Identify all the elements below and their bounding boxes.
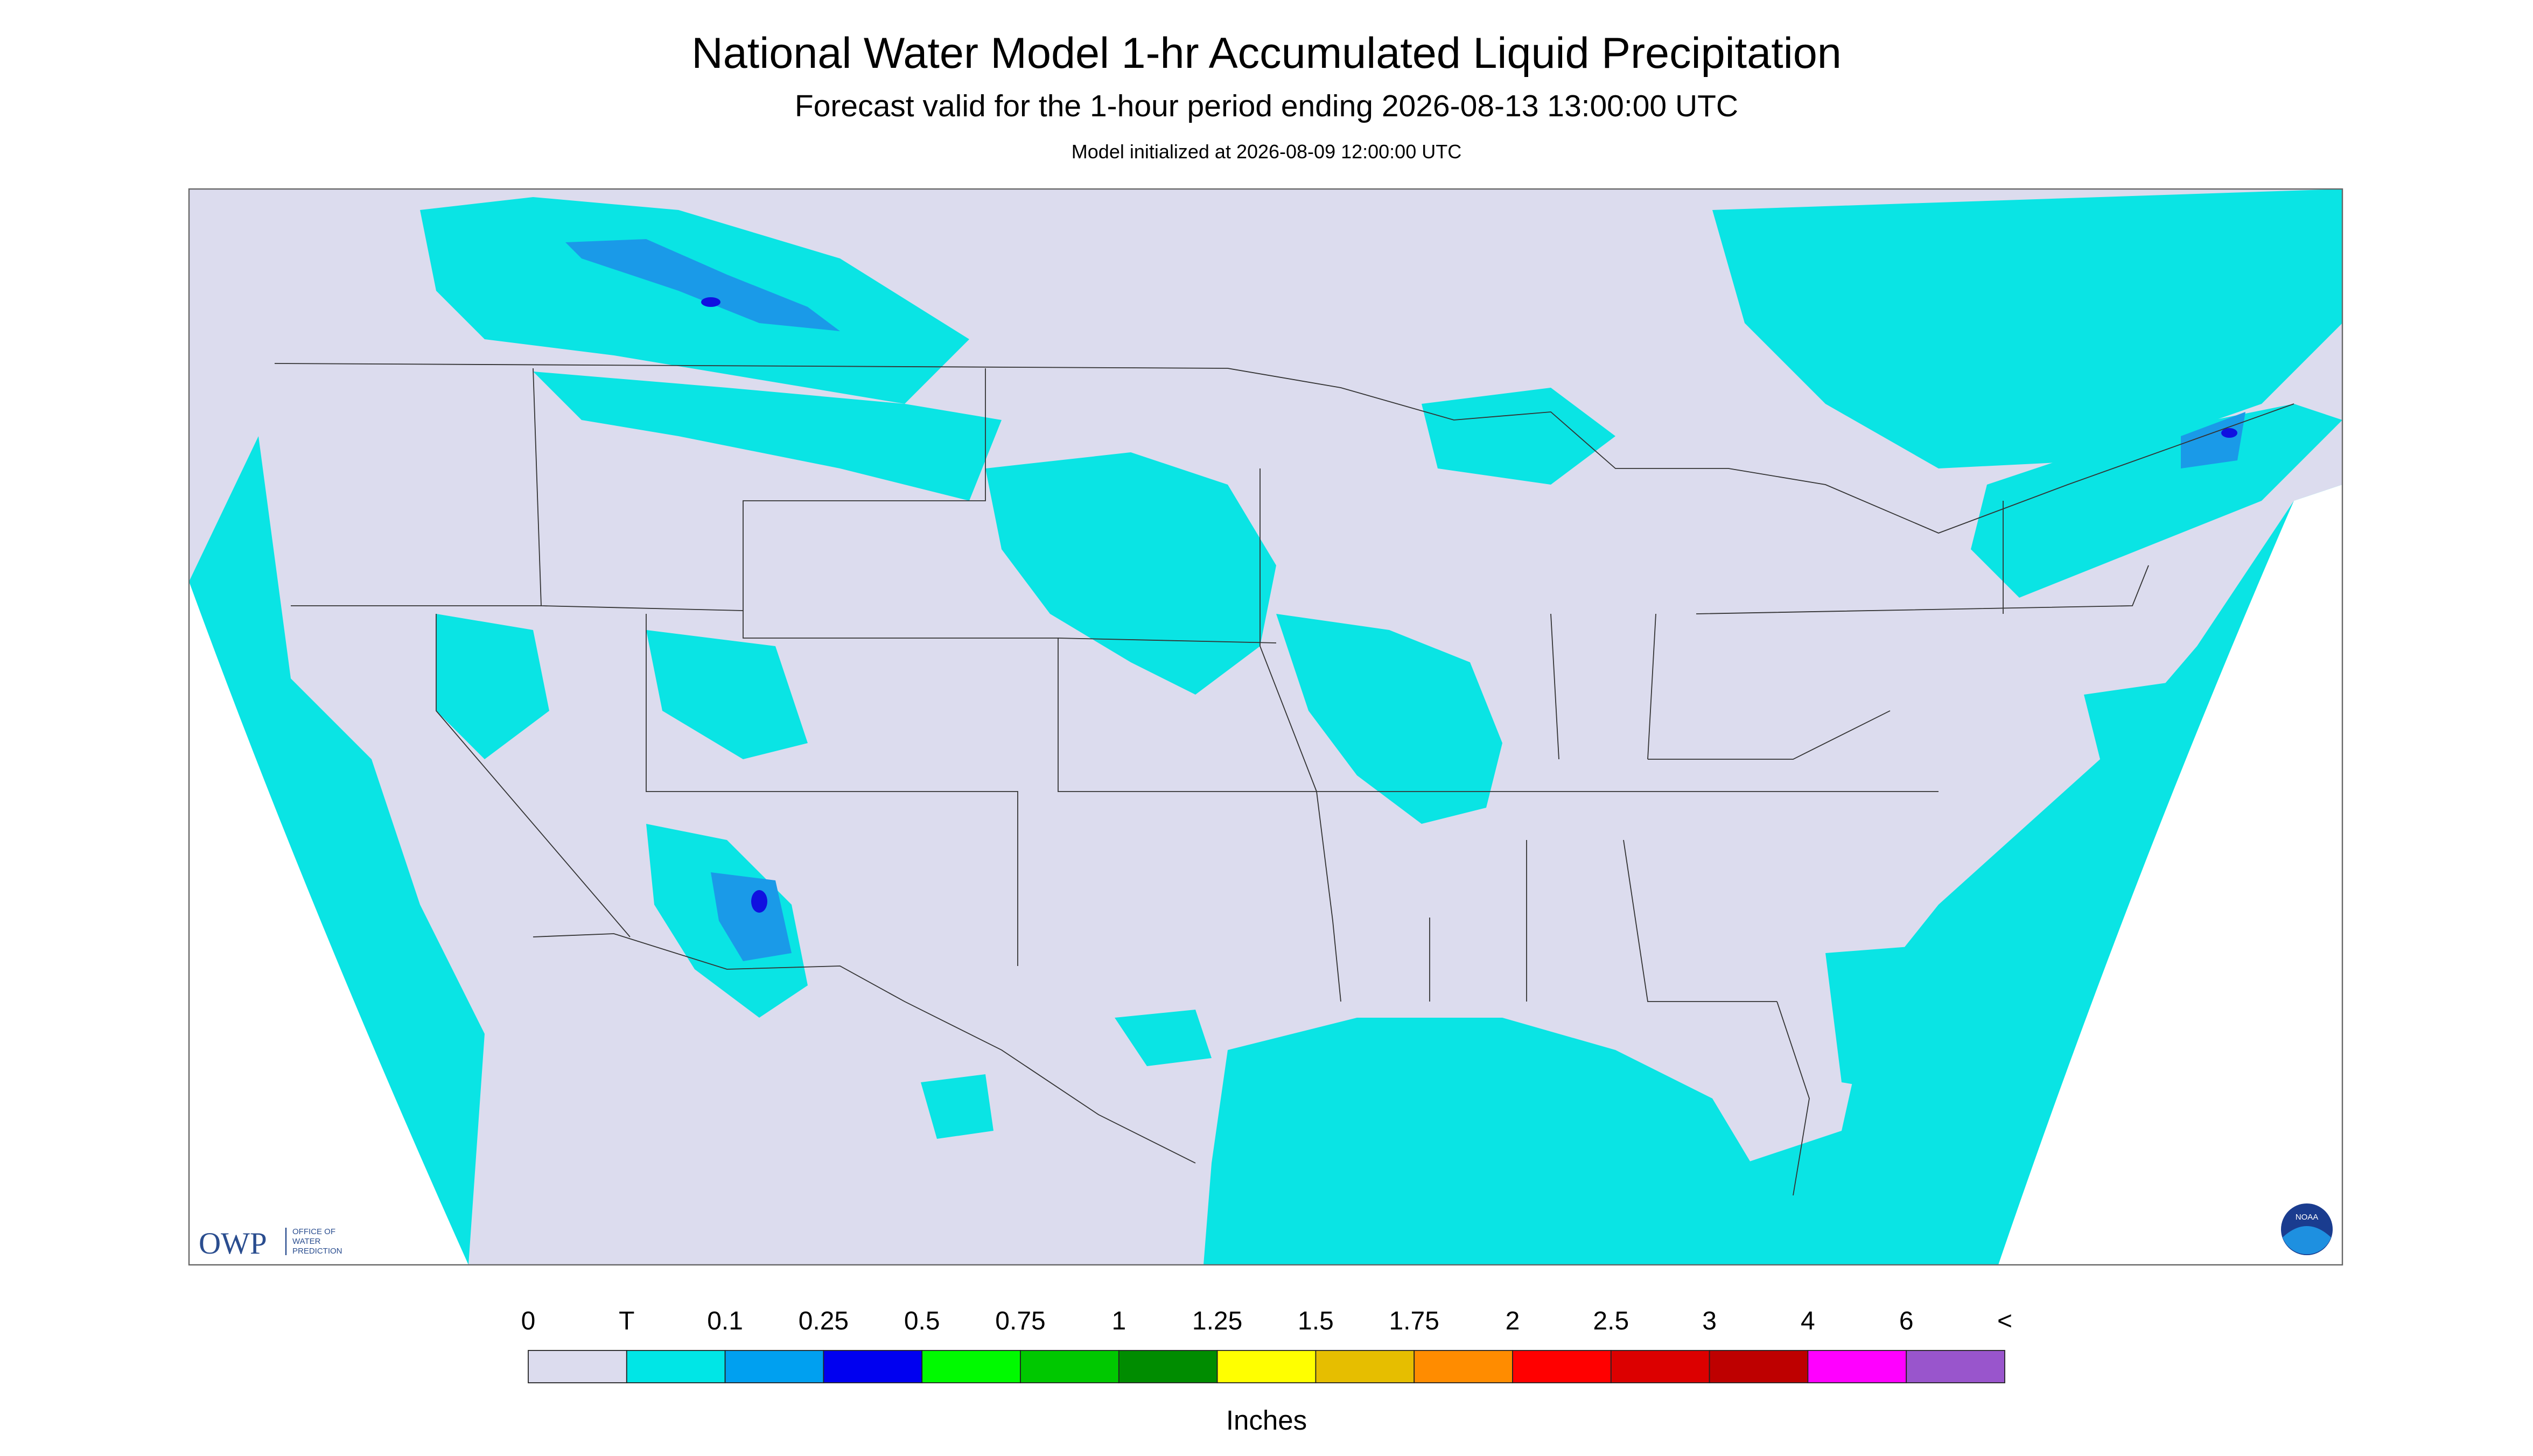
map-panel: [188, 188, 2343, 1266]
legend-swatch: [823, 1350, 923, 1383]
legend-label: 1.5: [1298, 1307, 1334, 1335]
legend-label: 0.75: [995, 1307, 1045, 1335]
logo-subtext: WATER: [292, 1237, 321, 1246]
legend-label: 1.25: [1192, 1307, 1242, 1335]
legend-swatch: [626, 1350, 726, 1383]
subtitle: Forecast valid for the 1-hour period end…: [795, 89, 1738, 123]
legend-label: 0.5: [904, 1307, 940, 1335]
legend-label: 0.1: [707, 1307, 743, 1335]
legend-swatch: [1610, 1350, 1710, 1383]
legend-label: <: [1997, 1307, 2012, 1335]
legend-label: 0.25: [799, 1307, 849, 1335]
legend: 0 T 0.1 0.25 0.5 0.75 1 1.25 1.5 1.75 2 2.5 3 4 6 <: [521, 1307, 2012, 1383]
legend-swatch: [1118, 1350, 1218, 1383]
precip-areas: [189, 189, 2342, 1265]
owp-logo: OWP OFFICE OF WATER PREDICTION: [199, 1227, 342, 1261]
legend-label: 1.75: [1389, 1307, 1439, 1335]
legend-swatch: [528, 1350, 627, 1383]
legend-swatch: [1512, 1350, 1612, 1383]
legend-label: 2: [1506, 1307, 1520, 1335]
title: National Water Model 1-hr Accumulated Li…: [691, 29, 1842, 78]
outside-domain: [1998, 485, 2342, 1265]
legend-swatch: [724, 1350, 824, 1383]
legend-label: 6: [1899, 1307, 1914, 1335]
legend-swatch: [1906, 1350, 2005, 1383]
map-frame: [188, 188, 2343, 1266]
legend-swatch: [1414, 1350, 1513, 1383]
init-note: Model initialized at 2026-08-09 12:00:00…: [1072, 141, 1461, 163]
legend-label: 2.5: [1593, 1307, 1629, 1335]
legend-label: 4: [1801, 1307, 1815, 1335]
boundaries: [274, 363, 2294, 1196]
legend-swatch: [1807, 1350, 1907, 1383]
legend-swatch: [1709, 1350, 1809, 1383]
legend-unit: Inches: [1226, 1405, 1307, 1436]
logo-subtext: PREDICTION: [292, 1247, 342, 1256]
logo-text: OWP: [199, 1227, 267, 1261]
noaa-logo: NOAA: [2281, 1203, 2333, 1256]
legend-swatch: [1020, 1350, 1119, 1383]
legend-label: T: [619, 1307, 634, 1335]
legend-swatch: [1216, 1350, 1317, 1383]
outside-domain: [189, 582, 468, 1265]
legend-swatch: [1315, 1350, 1415, 1383]
legend-label: 1: [1111, 1307, 1126, 1335]
legend-label: 0: [521, 1307, 536, 1335]
logo-subtext: OFFICE OF: [292, 1227, 335, 1236]
noaa-wave: [2283, 1226, 2331, 1255]
legend-label: 3: [1702, 1307, 1717, 1335]
legend-swatch: [921, 1350, 1021, 1383]
noaa-text: NOAA: [2296, 1213, 2319, 1222]
